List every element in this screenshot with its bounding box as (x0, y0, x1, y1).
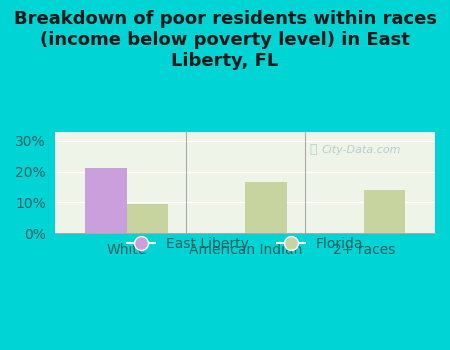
Text: ⦿: ⦿ (310, 144, 317, 156)
Text: Breakdown of poor residents within races
(income below poverty level) in East
Li: Breakdown of poor residents within races… (14, 10, 436, 70)
Bar (364, 190, 405, 233)
Text: City-Data.com: City-Data.com (321, 145, 400, 155)
Bar (126, 204, 168, 233)
Bar (85, 168, 126, 233)
Bar (245, 182, 287, 233)
Legend: East Liberty, Florida: East Liberty, Florida (122, 231, 369, 257)
